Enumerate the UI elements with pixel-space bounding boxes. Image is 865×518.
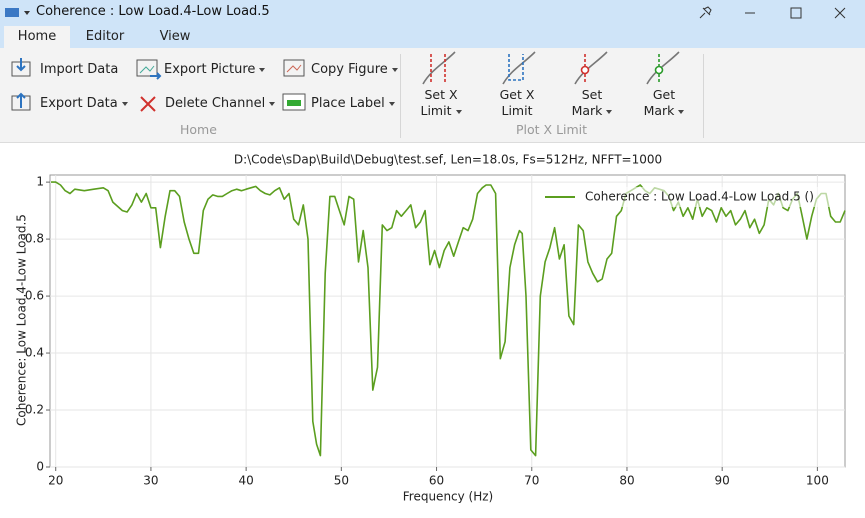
x-tick-label: 60	[429, 474, 444, 488]
place-label-button[interactable]: Place Label	[311, 96, 395, 111]
ribbon-icons	[11, 58, 306, 112]
y-tick-label: 0.8	[25, 232, 44, 246]
plot-area	[49, 174, 846, 468]
export-picture-button[interactable]: Export Picture	[164, 62, 266, 77]
y-tick-label: 1	[36, 175, 44, 189]
y-tick-label: 0.6	[25, 289, 44, 303]
tab[interactable]: Editor	[85, 29, 125, 44]
x-tick-label: 20	[48, 474, 63, 488]
x-tick-label: 70	[524, 474, 539, 488]
x-axis-label: Frequency (Hz)	[403, 490, 494, 504]
y-tick-label: 0	[36, 460, 44, 474]
get-mark-button[interactable]: Get Mark	[634, 87, 694, 119]
pin-button[interactable]	[699, 6, 712, 19]
separator	[703, 54, 704, 138]
separator	[400, 54, 401, 138]
chart: D:\Code\sDap\Build\Debug\test.sef, Len=1…	[15, 153, 846, 504]
legend: Coherence : Low Load.4-Low Load.5 ()	[540, 187, 830, 207]
import-data-button[interactable]: Import Data	[40, 62, 119, 77]
y-tick-label: 0.2	[25, 403, 44, 417]
set-x-limit-button[interactable]: Set X Limit	[411, 87, 471, 119]
data-line	[51, 181, 846, 457]
delete-channel-button[interactable]: Delete Channel	[165, 96, 276, 111]
window-title: Coherence : Low Load.4-Low Load.5	[36, 4, 270, 19]
y-tick-label: 0.4	[25, 346, 44, 360]
get-x-limit-button[interactable]: Get X Limit	[499, 87, 535, 118]
legend-box	[540, 187, 830, 207]
x-tick-label: 40	[238, 474, 253, 488]
group-label: Plot X Limit	[516, 122, 588, 137]
copy-figure-button[interactable]: Copy Figure	[311, 62, 398, 77]
tab-strip: Home Editor View	[0, 26, 865, 48]
chart-title: D:\Code\sDap\Build\Debug\test.sef, Len=1…	[234, 153, 662, 167]
tab[interactable]: Home	[4, 26, 70, 48]
tab[interactable]: View	[159, 29, 191, 44]
x-tick-label: 80	[619, 474, 634, 488]
title-bar: Coherence : Low Load.4-Low Load.5	[0, 0, 865, 26]
y-axis-label: Coherence: Low Load.4-Low Load.5	[15, 214, 29, 426]
group-label: Home	[180, 122, 217, 137]
x-tick-label: 90	[715, 474, 730, 488]
x-tick-label: 50	[334, 474, 349, 488]
window-controls	[699, 6, 846, 19]
x-tick-label: 30	[143, 474, 158, 488]
plot-icons	[422, 51, 680, 85]
maximize-button[interactable]	[790, 7, 802, 19]
set-mark-button[interactable]: Set Mark	[562, 87, 622, 119]
x-tick-label: 100	[806, 474, 829, 488]
app-icon	[5, 8, 30, 17]
ribbon: Import Data Export Data Export Picture D…	[0, 48, 865, 143]
legend-label: Coherence : Low Load.4-Low Load.5 ()	[585, 190, 814, 204]
export-data-button[interactable]: Export Data	[40, 96, 128, 111]
close-button[interactable]	[834, 7, 846, 19]
